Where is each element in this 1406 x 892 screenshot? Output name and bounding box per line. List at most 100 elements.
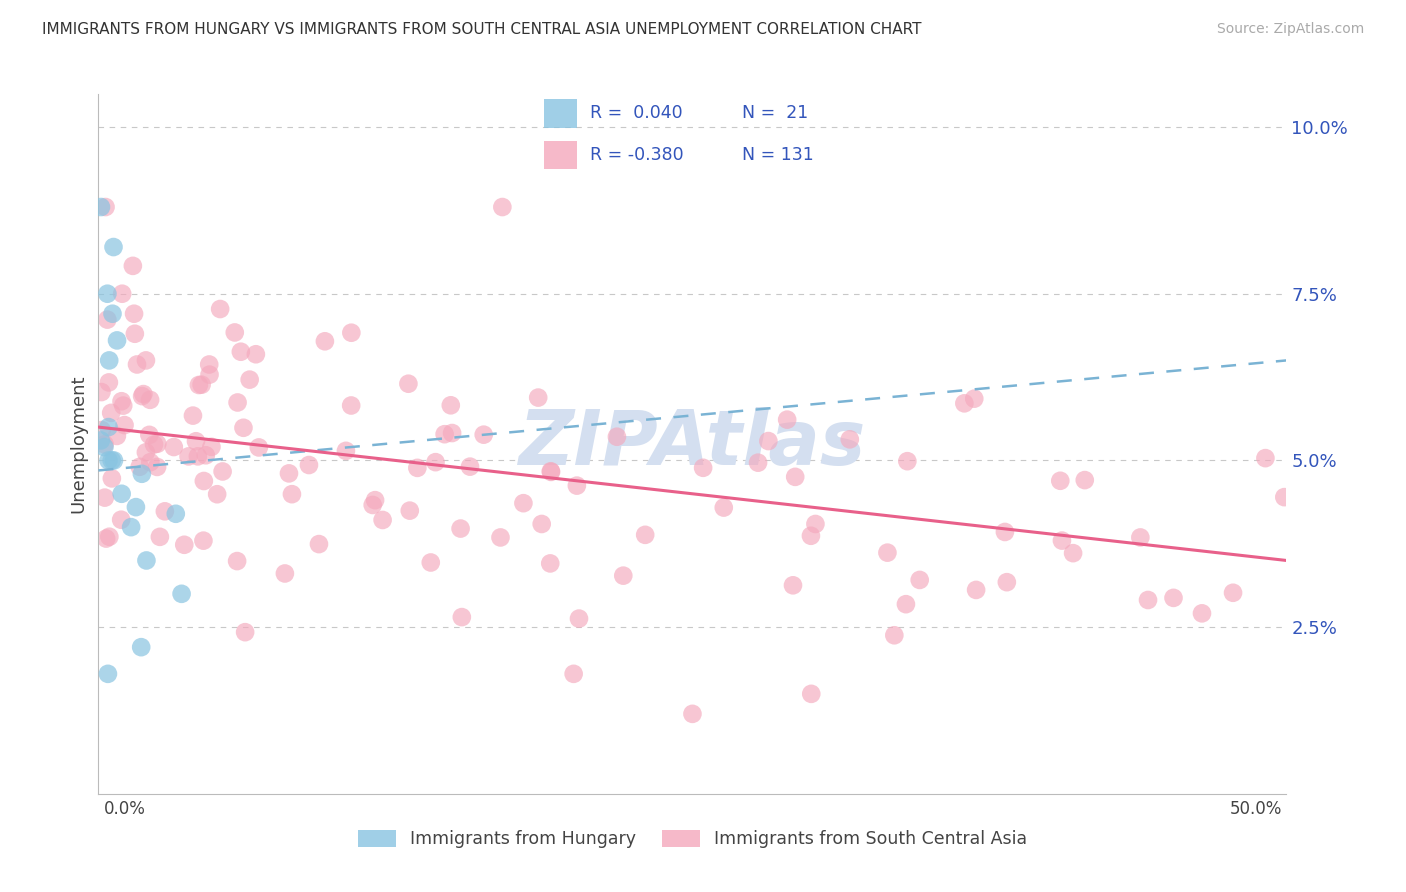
Point	[122, 307, 145, 321]
Point	[1272, 490, 1295, 504]
Point	[129, 640, 152, 655]
Point	[165, 507, 187, 521]
Point	[229, 344, 252, 359]
Point	[281, 487, 304, 501]
Point	[247, 441, 270, 455]
Point	[489, 531, 512, 545]
Point	[245, 347, 267, 361]
Point	[131, 467, 153, 481]
Point	[103, 453, 125, 467]
Point	[114, 418, 136, 433]
Point	[153, 504, 176, 518]
Point	[97, 666, 120, 681]
Point	[200, 440, 222, 454]
Point	[135, 553, 157, 567]
Point	[100, 453, 122, 467]
Point	[233, 625, 256, 640]
Point	[93, 440, 115, 454]
Point	[776, 412, 799, 426]
Point	[187, 378, 209, 392]
Point	[804, 516, 827, 531]
Point	[540, 464, 562, 478]
Text: ZIPAtlas: ZIPAtlas	[519, 407, 866, 481]
Point	[883, 628, 905, 642]
Point	[239, 373, 262, 387]
Point	[361, 498, 384, 512]
Point	[121, 259, 143, 273]
Point	[98, 353, 121, 368]
Text: 0.0%: 0.0%	[104, 799, 146, 817]
Point	[1062, 546, 1084, 560]
Point	[398, 503, 420, 517]
Point	[538, 557, 561, 571]
Point	[782, 578, 804, 592]
Point	[90, 423, 112, 437]
Point	[98, 530, 121, 544]
Point	[110, 394, 132, 409]
Point	[105, 429, 128, 443]
Point	[101, 471, 124, 485]
Point	[209, 301, 232, 316]
Point	[800, 529, 823, 543]
Point	[340, 326, 363, 340]
Point	[97, 376, 120, 390]
Point	[1254, 451, 1277, 466]
Point	[278, 467, 301, 481]
Point	[90, 434, 112, 448]
Point	[530, 516, 553, 531]
Point	[491, 200, 513, 214]
Point	[97, 420, 120, 434]
Point	[232, 421, 254, 435]
Point	[756, 434, 779, 448]
Point	[94, 491, 117, 505]
Point	[146, 437, 169, 451]
Point	[419, 556, 441, 570]
Point	[139, 392, 162, 407]
Point	[606, 430, 628, 444]
Text: N =  21: N = 21	[742, 104, 808, 122]
Point	[785, 470, 807, 484]
Point	[187, 450, 209, 464]
Point	[963, 392, 986, 406]
Point	[876, 546, 898, 560]
Point	[450, 522, 472, 536]
Point	[308, 537, 330, 551]
Point	[527, 391, 550, 405]
Bar	[544, 99, 578, 128]
Point	[94, 200, 117, 214]
Point	[747, 456, 769, 470]
Point	[135, 353, 157, 368]
Point	[211, 465, 233, 479]
Point	[425, 455, 447, 469]
Point	[193, 474, 215, 488]
Point	[226, 554, 249, 568]
Point	[224, 326, 246, 340]
Point	[139, 455, 162, 469]
Y-axis label: Unemployment: Unemployment	[69, 375, 87, 513]
Point	[110, 513, 132, 527]
Point	[440, 398, 463, 412]
Point	[124, 326, 146, 341]
Point	[111, 487, 134, 501]
Point	[540, 465, 562, 479]
Point	[568, 611, 591, 625]
Point	[96, 532, 118, 546]
Point	[198, 358, 221, 372]
Point	[512, 496, 534, 510]
Point	[128, 459, 150, 474]
Point	[1163, 591, 1185, 605]
Point	[1222, 586, 1244, 600]
Point	[472, 427, 495, 442]
Point	[194, 448, 217, 462]
Point	[274, 566, 297, 581]
Point	[112, 399, 135, 413]
Point	[1074, 473, 1097, 487]
Point	[132, 387, 155, 401]
Point	[994, 524, 1017, 539]
Point	[143, 437, 166, 451]
Point	[458, 459, 481, 474]
Point	[120, 520, 142, 534]
Point	[298, 458, 321, 472]
Point	[908, 573, 931, 587]
Point	[181, 409, 204, 423]
